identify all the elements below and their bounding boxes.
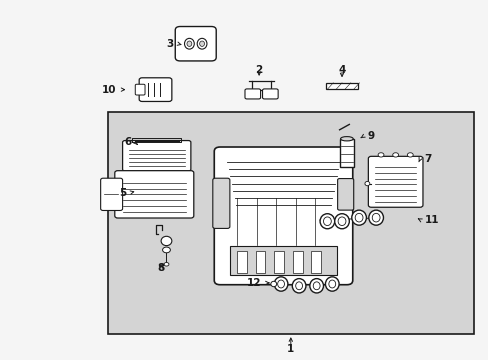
Ellipse shape [184, 39, 194, 49]
Text: 5: 5 [119, 188, 126, 198]
Ellipse shape [309, 279, 323, 293]
Ellipse shape [334, 214, 348, 229]
Ellipse shape [320, 214, 334, 229]
Bar [311, 251, 321, 273]
Ellipse shape [163, 262, 168, 266]
Text: 7: 7 [423, 154, 430, 164]
Ellipse shape [274, 277, 287, 291]
Ellipse shape [407, 153, 412, 157]
Ellipse shape [377, 153, 383, 157]
FancyBboxPatch shape [115, 171, 193, 218]
Text: 6: 6 [124, 138, 131, 147]
FancyBboxPatch shape [212, 178, 229, 228]
Bar [339, 139, 353, 167]
FancyBboxPatch shape [244, 89, 260, 99]
FancyBboxPatch shape [101, 178, 122, 211]
Ellipse shape [270, 281, 276, 287]
Bar [108, 112, 473, 334]
Text: 9: 9 [366, 131, 374, 141]
Ellipse shape [162, 247, 170, 253]
Text: 10: 10 [102, 85, 117, 95]
Ellipse shape [392, 153, 398, 157]
Ellipse shape [325, 277, 338, 291]
Ellipse shape [199, 41, 204, 46]
Text: 12: 12 [246, 278, 261, 288]
Ellipse shape [323, 217, 330, 226]
Ellipse shape [371, 213, 379, 222]
Text: 8: 8 [157, 263, 164, 273]
Text: 2: 2 [255, 64, 262, 75]
Ellipse shape [277, 280, 284, 288]
Bar [237, 251, 246, 273]
Text: 4: 4 [338, 64, 345, 75]
FancyBboxPatch shape [262, 89, 278, 99]
FancyBboxPatch shape [122, 140, 190, 171]
Bar [325, 83, 357, 89]
Ellipse shape [328, 280, 335, 288]
Ellipse shape [313, 282, 320, 290]
Ellipse shape [197, 39, 206, 49]
FancyBboxPatch shape [337, 179, 353, 210]
Bar [274, 251, 284, 273]
Bar [292, 251, 302, 273]
Text: 1: 1 [286, 344, 294, 354]
Ellipse shape [186, 41, 191, 46]
FancyBboxPatch shape [214, 147, 352, 285]
Ellipse shape [368, 210, 383, 225]
FancyBboxPatch shape [139, 78, 171, 102]
FancyBboxPatch shape [175, 27, 216, 61]
Ellipse shape [161, 236, 171, 246]
FancyBboxPatch shape [135, 84, 145, 95]
Text: 3: 3 [166, 39, 173, 49]
Ellipse shape [295, 282, 302, 290]
Ellipse shape [340, 136, 352, 141]
Bar [229, 246, 336, 275]
Ellipse shape [351, 210, 366, 225]
Ellipse shape [337, 217, 345, 226]
Bar [255, 251, 265, 273]
FancyBboxPatch shape [367, 156, 422, 207]
Ellipse shape [364, 181, 369, 186]
Ellipse shape [354, 213, 362, 222]
Text: 11: 11 [424, 215, 439, 225]
Ellipse shape [292, 279, 305, 293]
